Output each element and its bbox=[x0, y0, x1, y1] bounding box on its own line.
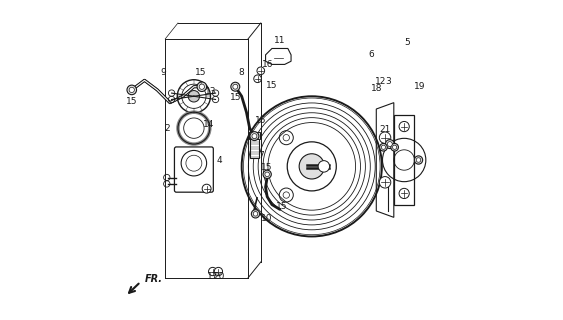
Text: FR.: FR. bbox=[145, 274, 163, 284]
Circle shape bbox=[381, 145, 386, 149]
FancyBboxPatch shape bbox=[249, 132, 260, 139]
Text: 15: 15 bbox=[255, 116, 266, 125]
Circle shape bbox=[318, 161, 329, 172]
Text: 8: 8 bbox=[239, 68, 244, 77]
Circle shape bbox=[251, 210, 260, 218]
Circle shape bbox=[387, 142, 392, 147]
FancyBboxPatch shape bbox=[394, 116, 414, 204]
Text: 20: 20 bbox=[214, 272, 225, 281]
FancyBboxPatch shape bbox=[251, 138, 258, 158]
Circle shape bbox=[414, 156, 423, 164]
Circle shape bbox=[199, 84, 204, 89]
Text: 14: 14 bbox=[203, 120, 215, 130]
Text: 17: 17 bbox=[207, 272, 219, 281]
Text: 19: 19 bbox=[414, 82, 426, 91]
Text: 12: 12 bbox=[374, 77, 386, 86]
Circle shape bbox=[265, 172, 270, 177]
Text: 3: 3 bbox=[386, 77, 391, 86]
Text: 15: 15 bbox=[261, 164, 273, 172]
Circle shape bbox=[379, 177, 391, 188]
Circle shape bbox=[253, 212, 258, 216]
Text: 15: 15 bbox=[126, 97, 137, 106]
Circle shape bbox=[127, 85, 137, 95]
Circle shape bbox=[391, 143, 399, 151]
Circle shape bbox=[263, 170, 271, 179]
Polygon shape bbox=[376, 103, 394, 217]
Text: 18: 18 bbox=[370, 84, 382, 93]
Text: 10: 10 bbox=[261, 214, 273, 223]
Circle shape bbox=[379, 143, 387, 151]
Circle shape bbox=[385, 140, 394, 148]
Circle shape bbox=[254, 75, 261, 83]
Circle shape bbox=[129, 87, 135, 92]
Text: 15: 15 bbox=[276, 202, 287, 211]
Text: 4: 4 bbox=[217, 156, 222, 164]
Text: 9: 9 bbox=[161, 68, 167, 77]
Text: 2: 2 bbox=[164, 124, 169, 132]
Text: 15: 15 bbox=[194, 68, 206, 77]
Circle shape bbox=[399, 122, 409, 132]
Text: 5: 5 bbox=[404, 38, 410, 47]
Circle shape bbox=[399, 188, 409, 198]
Circle shape bbox=[379, 132, 391, 143]
Circle shape bbox=[215, 268, 222, 276]
Text: 7: 7 bbox=[258, 151, 263, 160]
Text: 13: 13 bbox=[205, 87, 217, 96]
Circle shape bbox=[392, 145, 397, 149]
Circle shape bbox=[416, 158, 421, 162]
Text: 15: 15 bbox=[230, 93, 241, 102]
Text: 16: 16 bbox=[262, 60, 274, 69]
Circle shape bbox=[202, 184, 211, 193]
Polygon shape bbox=[266, 49, 291, 64]
FancyBboxPatch shape bbox=[175, 147, 213, 192]
Circle shape bbox=[233, 84, 238, 89]
Circle shape bbox=[231, 82, 240, 91]
Circle shape bbox=[257, 67, 265, 75]
Circle shape bbox=[197, 82, 207, 92]
Text: 21: 21 bbox=[379, 125, 391, 134]
Circle shape bbox=[188, 91, 200, 102]
Circle shape bbox=[250, 132, 259, 140]
Circle shape bbox=[208, 268, 217, 276]
Text: 15: 15 bbox=[266, 81, 277, 90]
Circle shape bbox=[252, 134, 257, 139]
Text: 11: 11 bbox=[274, 36, 285, 45]
Text: 6: 6 bbox=[369, 50, 374, 59]
Circle shape bbox=[299, 154, 324, 179]
